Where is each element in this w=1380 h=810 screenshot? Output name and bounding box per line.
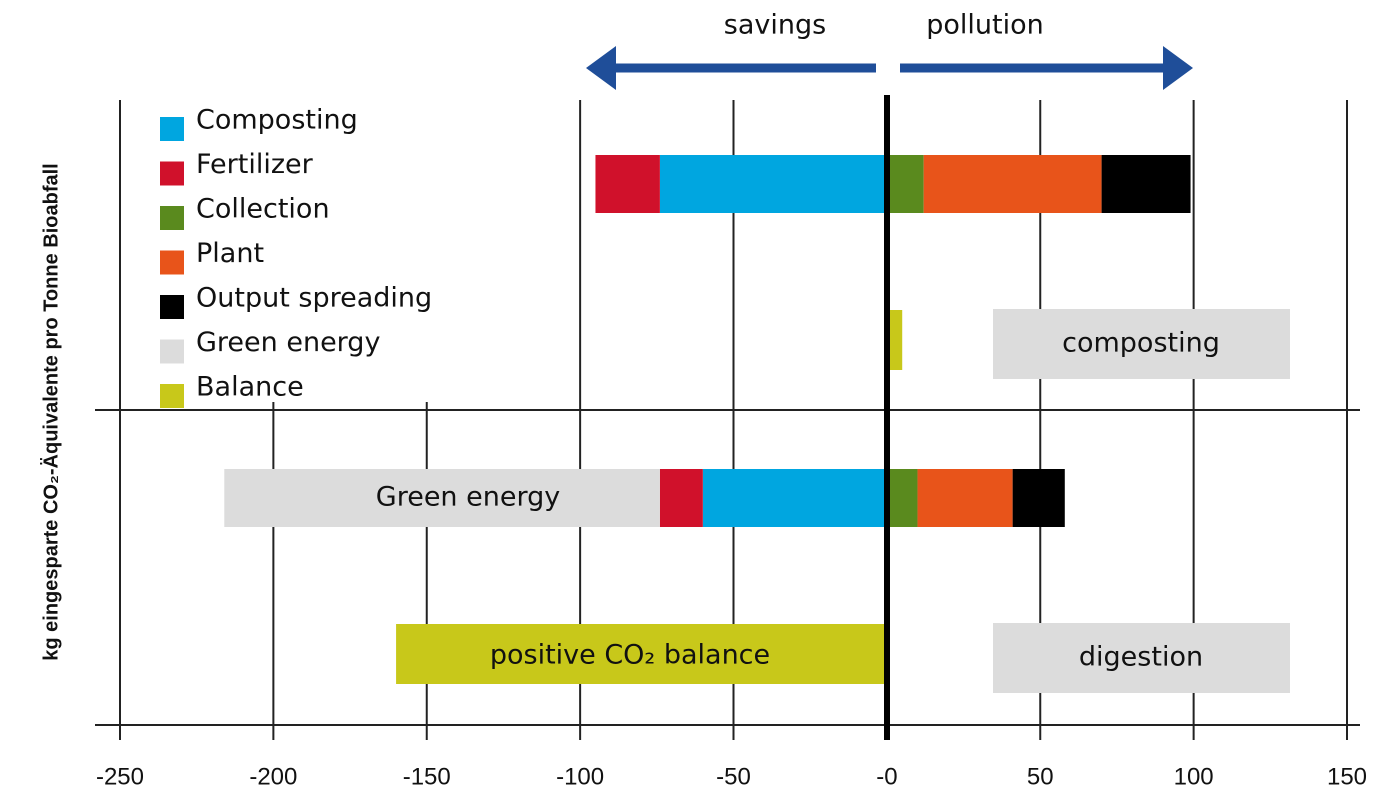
annotation: Green energy [376, 482, 560, 513]
bar-segment [923, 155, 1102, 213]
legend-label: Green energy [196, 327, 380, 358]
legend-label: Plant [196, 238, 264, 269]
y-axis-label: kg eingesparte CO₂-Äquivalente pro Tonne… [39, 163, 62, 660]
x-tick-label: -150 [403, 763, 451, 790]
legend-swatch [160, 384, 184, 408]
bar-segment [1101, 155, 1191, 213]
annotation: pollution [926, 10, 1044, 41]
legend-label: Fertilizer [196, 149, 314, 180]
legend-swatch [160, 161, 184, 186]
balance-bar [886, 310, 903, 370]
bar-segment [702, 469, 887, 527]
legend: Composting Fertilizer Collection Plant Outpu… [160, 105, 432, 408]
x-tick-label: 100 [1174, 763, 1214, 790]
x-tick-label: -50 [716, 763, 751, 790]
legend-label: Balance [196, 372, 304, 403]
legend-swatch [160, 295, 184, 319]
arrow-right-head [1163, 46, 1193, 90]
legend-swatch [160, 206, 184, 230]
bar-segment [1012, 469, 1065, 527]
legend-swatch [160, 117, 184, 141]
x-tick-label: 50 [1027, 763, 1054, 790]
bar-segment [886, 469, 918, 527]
bar-segment [659, 155, 887, 213]
category-label: digestion [1079, 642, 1203, 673]
legend-box [148, 100, 470, 402]
bar-segment [886, 155, 924, 213]
x-tick-label: -0 [876, 763, 897, 790]
legend-label: Composting [196, 105, 358, 136]
x-tick-label: 150 [1327, 763, 1367, 790]
category-box [993, 309, 1290, 379]
x-tick-label: -250 [96, 763, 144, 790]
arrow-left-head [586, 46, 616, 90]
bar-segment [917, 469, 1013, 527]
legend-swatch [160, 339, 184, 364]
legend-swatch [160, 250, 184, 275]
x-tick-label: -100 [556, 763, 604, 790]
annotation: positive CO₂ balance [490, 640, 770, 671]
legend-label: Collection [196, 194, 330, 225]
bars: composting digestion Green energy positive … [224, 155, 1290, 693]
category-box [993, 623, 1290, 693]
bar-segment [659, 469, 703, 527]
bar-segment [224, 469, 660, 527]
annotation: savings [724, 10, 826, 41]
category-label: composting [1062, 328, 1220, 359]
legend-label: Output spreading [196, 283, 432, 314]
balance-bar [396, 624, 887, 684]
bar-segment [595, 155, 660, 213]
x-tick-label: -200 [249, 763, 297, 790]
arrows [586, 46, 1193, 90]
